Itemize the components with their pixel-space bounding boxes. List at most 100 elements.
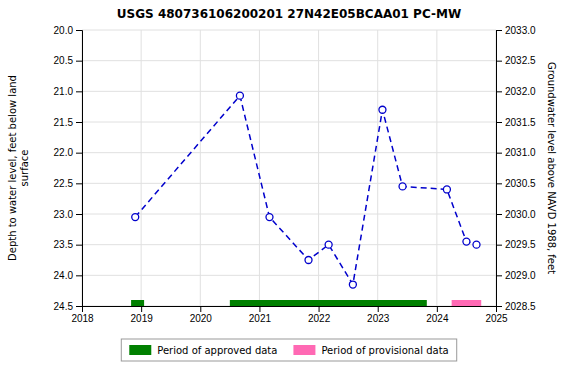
legend-swatch	[129, 345, 151, 355]
point	[463, 238, 470, 245]
y-axis-label: Depth to water level, feet below landsur…	[7, 75, 30, 261]
grid	[82, 30, 496, 306]
grid-line	[141, 30, 142, 306]
tick-mark	[76, 306, 82, 307]
tick-mark	[76, 122, 82, 123]
tick: 2029.0	[496, 270, 536, 281]
tick-mark	[76, 91, 82, 92]
tick-mark	[496, 214, 502, 215]
tick: 2021	[249, 306, 272, 324]
tick-mark	[76, 153, 82, 154]
grid-line	[200, 30, 201, 306]
tick-label: 22.0	[54, 147, 74, 158]
tick-label: 23.5	[54, 239, 74, 250]
tick-label: 24.0	[54, 270, 74, 281]
tick-label: 2024	[426, 313, 449, 324]
tick-mark	[200, 306, 201, 312]
tick: 21.0	[54, 86, 82, 97]
grid-line	[82, 183, 496, 184]
point	[443, 186, 450, 193]
tick: 24.5	[54, 301, 82, 312]
point	[305, 257, 312, 264]
tick-label: 2021	[249, 313, 272, 324]
tick: 2029.5	[496, 239, 536, 250]
tick-label: 2028.5	[505, 301, 536, 312]
grid-line	[82, 91, 496, 92]
period-bar	[131, 300, 144, 306]
tick-label: 2029.5	[505, 239, 536, 250]
tick-label: 2030.0	[505, 209, 536, 220]
line	[135, 96, 476, 285]
tick: 20.0	[54, 25, 82, 36]
tick-mark	[496, 183, 502, 184]
legend-item: Period of provisional data	[293, 345, 448, 356]
tick-label: 2023	[367, 313, 390, 324]
tick-label: 2031.0	[505, 147, 536, 158]
tick: 2028.5	[496, 301, 536, 312]
grid-line	[436, 30, 437, 306]
period-bar	[230, 300, 427, 306]
tick-label: 20.0	[54, 25, 74, 36]
tick-mark	[76, 275, 82, 276]
tick-mark	[496, 61, 502, 62]
legend: Period of approved data Period of provisi…	[121, 339, 456, 361]
point	[236, 92, 243, 99]
tick-mark	[319, 306, 320, 312]
legend-label: Period of approved data	[157, 345, 277, 356]
grid-line	[82, 30, 496, 31]
tick-label: 21.0	[54, 86, 74, 97]
tick-label: 2019	[131, 313, 154, 324]
tick: 2031.5	[496, 117, 536, 128]
grid-line	[259, 30, 260, 306]
tick: 2024	[426, 306, 449, 324]
point	[266, 214, 273, 221]
tick-label: 2030.5	[505, 178, 536, 189]
y2-axis: 2028.5 2029.0 2029.5 2030.0 2030.5 2031.0 2031…	[496, 25, 536, 312]
tick: 20.5	[54, 55, 82, 66]
point	[349, 281, 356, 288]
tick: 2032.5	[496, 55, 536, 66]
tick: 24.0	[54, 270, 82, 281]
tick: 2022	[308, 306, 331, 324]
tick-mark	[496, 245, 502, 246]
tick-mark	[76, 30, 82, 31]
tick-mark	[496, 91, 502, 92]
tick-mark	[496, 30, 502, 31]
tick-mark	[437, 306, 438, 312]
tick-label: 21.5	[54, 117, 74, 128]
tick: 2018	[71, 306, 94, 324]
tick: 2030.0	[496, 209, 536, 220]
grid-line	[82, 244, 496, 245]
tick: 2031.0	[496, 147, 536, 158]
grid-line	[82, 275, 496, 276]
tick: 22.5	[54, 178, 82, 189]
tick-label: 24.5	[54, 301, 74, 312]
grid-line	[82, 60, 496, 61]
chart: 2018201920202021202220232024202520.020.5…	[0, 0, 576, 384]
point	[399, 183, 406, 190]
y2-axis-label: Groundwater level above NAVD 1988, feet	[546, 62, 557, 274]
tick: 21.5	[54, 117, 82, 128]
legend-label: Period of provisional data	[321, 345, 448, 356]
tick-mark	[378, 306, 379, 312]
tick-label: 20.5	[54, 55, 74, 66]
period-bar	[452, 300, 482, 306]
tick: 23.5	[54, 239, 82, 250]
tick: 23.0	[54, 209, 82, 220]
grid-line	[82, 214, 496, 215]
tick-label: 2020	[190, 313, 213, 324]
legend-item: Period of approved data	[129, 345, 277, 356]
legend-frame	[121, 339, 456, 361]
tick: 22.0	[54, 147, 82, 158]
tick: 2033.0	[496, 25, 536, 36]
tick-mark	[76, 183, 82, 184]
tick-mark	[141, 306, 142, 312]
y-axis: 20.0 20.5 21.0 21.5 22.0 22.5 23.0 23.5 24.0 24.5	[54, 25, 83, 312]
point	[473, 241, 480, 248]
tick: 2019	[131, 306, 154, 324]
grid-line	[82, 122, 496, 123]
tick-label: 2032.0	[505, 86, 536, 97]
point	[379, 106, 386, 113]
tick-label: 2018	[71, 313, 94, 324]
tick-mark	[496, 153, 502, 154]
